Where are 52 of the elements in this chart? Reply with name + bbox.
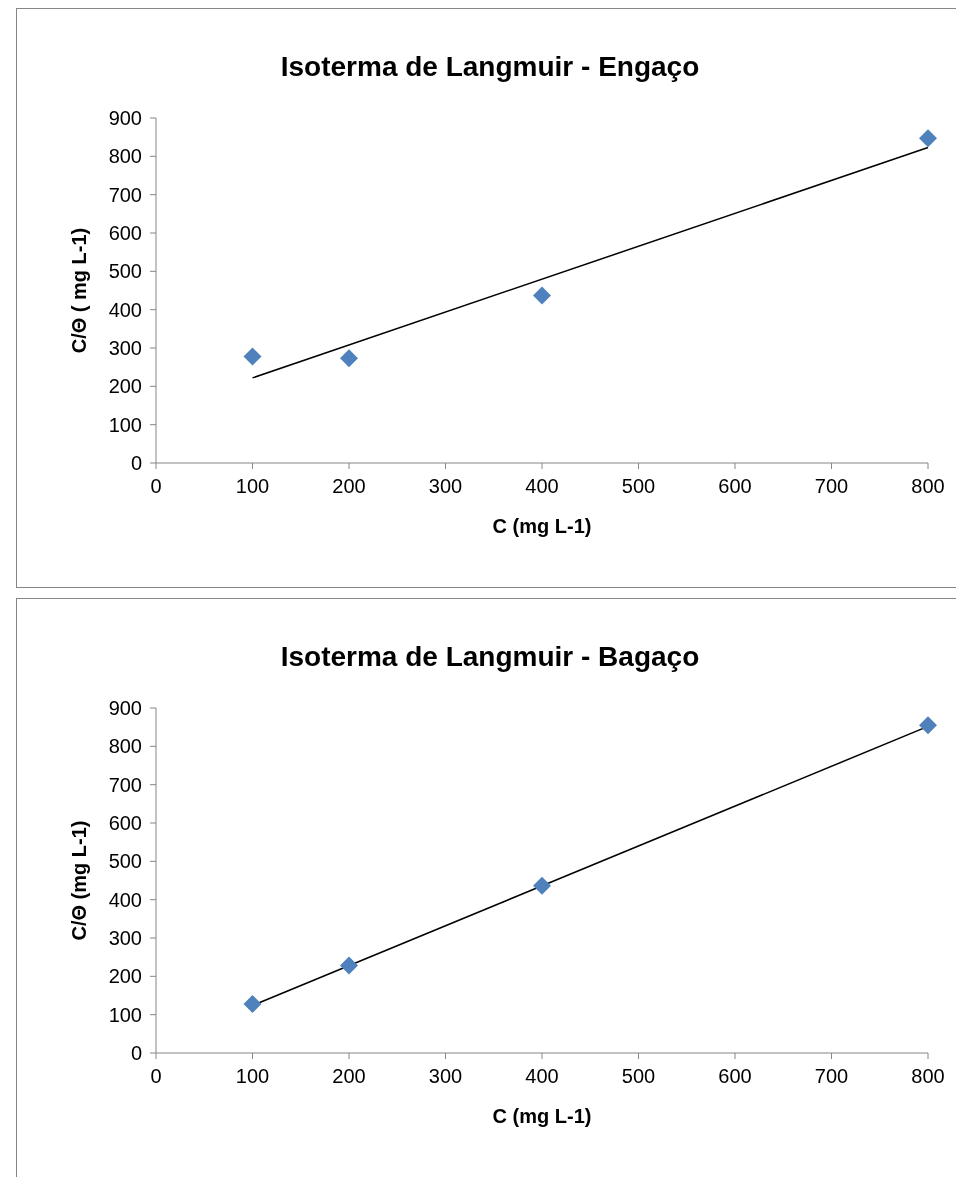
- x-tick-label: 800: [911, 475, 945, 497]
- point: [533, 876, 551, 895]
- x-tick-label: 300: [428, 1065, 463, 1087]
- x-tick-label: 800: [911, 1065, 945, 1087]
- y-tick-label: 200: [108, 375, 142, 398]
- y-axis-title: C/Θ (mg L-1): [68, 820, 90, 941]
- y-tick-label: 900: [108, 697, 142, 719]
- y-tick-label: 800: [108, 145, 142, 168]
- y-tick-label: 200: [108, 965, 142, 988]
- x-tick-label: 500: [621, 1065, 656, 1087]
- x-tick-label: 400: [525, 1065, 559, 1087]
- x-axis-title: C (mg L-1): [492, 515, 592, 537]
- x-tick-label: 200: [332, 475, 366, 497]
- y-tick-label: 300: [108, 927, 142, 949]
- y-tick-label: 700: [108, 183, 142, 206]
- y-tick-label: 700: [108, 773, 142, 796]
- y-tick-label: 100: [108, 1003, 142, 1026]
- point: [340, 956, 358, 975]
- chart-title: Isoterma de Langmuir - Bagaço: [280, 641, 700, 672]
- y-tick-label: 300: [108, 337, 142, 359]
- x-tick-label: 700: [814, 475, 849, 497]
- x-tick-label: 200: [332, 1065, 366, 1087]
- point: [533, 286, 551, 305]
- point: [340, 349, 358, 368]
- x-tick-label: 100: [235, 475, 270, 497]
- y-tick-label: 0: [130, 452, 142, 474]
- point: [243, 994, 262, 1013]
- x-tick-label: 500: [621, 475, 656, 497]
- y-tick-label: 500: [108, 260, 142, 283]
- y-tick-label: 400: [108, 298, 142, 321]
- point: [243, 347, 262, 366]
- y-axis-title: C/Θ ( mg L-1): [68, 227, 90, 354]
- y-tick-label: 600: [108, 222, 142, 244]
- x-tick-label: 100: [235, 1065, 270, 1087]
- chart-title: Isoterma de Langmuir - Engaço: [280, 51, 700, 82]
- y-tick-label: 100: [108, 413, 142, 436]
- point: [919, 129, 937, 148]
- x-tick-label: 0: [150, 1065, 162, 1087]
- x-tick-label: 600: [718, 1065, 752, 1087]
- x-tick-label: 600: [718, 475, 752, 497]
- x-axis-title: C (mg L-1): [492, 1105, 592, 1127]
- y-tick-label: 800: [108, 735, 142, 758]
- x-tick-label: 0: [150, 475, 162, 497]
- y-tick-label: 600: [108, 812, 142, 834]
- x-tick-label: 700: [814, 1065, 849, 1087]
- point: [919, 716, 937, 735]
- x-tick-label: 300: [428, 475, 463, 497]
- y-tick-label: 400: [108, 888, 142, 911]
- y-tick-label: 0: [130, 1042, 142, 1064]
- y-tick-label: 500: [108, 850, 142, 873]
- y-tick-label: 900: [108, 107, 142, 129]
- x-tick-label: 400: [525, 475, 559, 497]
